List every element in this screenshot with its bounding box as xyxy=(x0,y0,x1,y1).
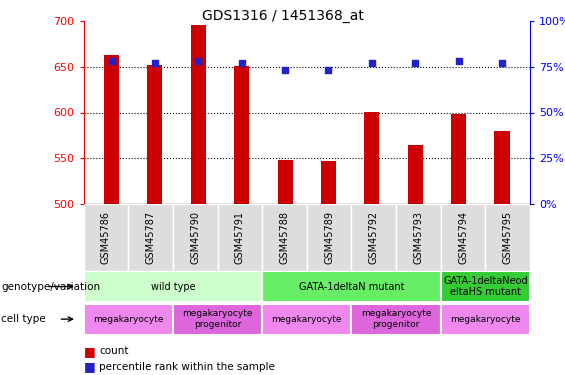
Bar xyxy=(277,160,293,204)
Text: GATA-1deltaN mutant: GATA-1deltaN mutant xyxy=(299,282,404,291)
Text: GSM45795: GSM45795 xyxy=(503,211,512,264)
Bar xyxy=(451,114,466,204)
Bar xyxy=(191,25,206,204)
Text: percentile rank within the sample: percentile rank within the sample xyxy=(99,362,275,372)
Text: GSM45793: GSM45793 xyxy=(414,211,423,264)
Text: GSM45786: GSM45786 xyxy=(101,211,111,264)
Bar xyxy=(351,304,441,334)
Point xyxy=(324,67,333,73)
Text: megakaryocyte: megakaryocyte xyxy=(272,315,342,324)
Bar xyxy=(396,204,441,271)
Point xyxy=(237,60,246,66)
Text: ■: ■ xyxy=(84,360,95,373)
Point xyxy=(194,58,203,64)
Text: GSM45794: GSM45794 xyxy=(458,211,468,264)
Bar xyxy=(84,271,262,302)
Text: GSM45787: GSM45787 xyxy=(146,211,155,264)
Bar xyxy=(104,55,119,204)
Text: GSM45789: GSM45789 xyxy=(324,211,334,264)
Text: GSM45791: GSM45791 xyxy=(235,211,245,264)
Text: megakaryocyte: megakaryocyte xyxy=(450,315,520,324)
Text: megakaryocyte: megakaryocyte xyxy=(93,315,163,324)
Text: GSM45792: GSM45792 xyxy=(369,211,379,264)
Point xyxy=(411,60,420,66)
Point xyxy=(367,60,376,66)
Point xyxy=(281,67,290,73)
Text: GATA-1deltaNeod
eltaHS mutant: GATA-1deltaNeod eltaHS mutant xyxy=(443,276,528,297)
Text: megakaryocyte
progenitor: megakaryocyte progenitor xyxy=(361,309,431,329)
Text: wild type: wild type xyxy=(151,282,195,291)
Bar xyxy=(84,204,128,271)
Bar xyxy=(485,204,530,271)
Text: megakaryocyte
progenitor: megakaryocyte progenitor xyxy=(182,309,253,329)
Bar xyxy=(262,304,351,334)
Point xyxy=(498,60,507,66)
Text: GSM45788: GSM45788 xyxy=(280,211,289,264)
Text: cell type: cell type xyxy=(1,314,46,324)
Point xyxy=(107,58,116,64)
Bar xyxy=(234,66,249,204)
Bar xyxy=(218,204,262,271)
Bar xyxy=(147,65,163,204)
Bar xyxy=(408,145,423,204)
Bar xyxy=(262,204,307,271)
Text: count: count xyxy=(99,346,129,356)
Bar xyxy=(441,271,530,302)
Text: GSM45790: GSM45790 xyxy=(190,211,200,264)
Bar xyxy=(262,271,441,302)
Bar xyxy=(173,204,218,271)
Bar xyxy=(494,131,510,204)
Text: genotype/variation: genotype/variation xyxy=(1,282,100,291)
Bar xyxy=(128,204,173,271)
Text: GDS1316 / 1451368_at: GDS1316 / 1451368_at xyxy=(202,9,363,23)
Bar xyxy=(351,204,396,271)
Bar xyxy=(307,204,351,271)
Bar xyxy=(173,304,262,334)
Bar xyxy=(441,204,485,271)
Bar xyxy=(364,112,380,204)
Bar xyxy=(321,161,336,204)
Point xyxy=(454,58,463,64)
Text: ■: ■ xyxy=(84,345,95,358)
Bar xyxy=(441,304,530,334)
Point xyxy=(150,60,159,66)
Bar xyxy=(84,304,173,334)
